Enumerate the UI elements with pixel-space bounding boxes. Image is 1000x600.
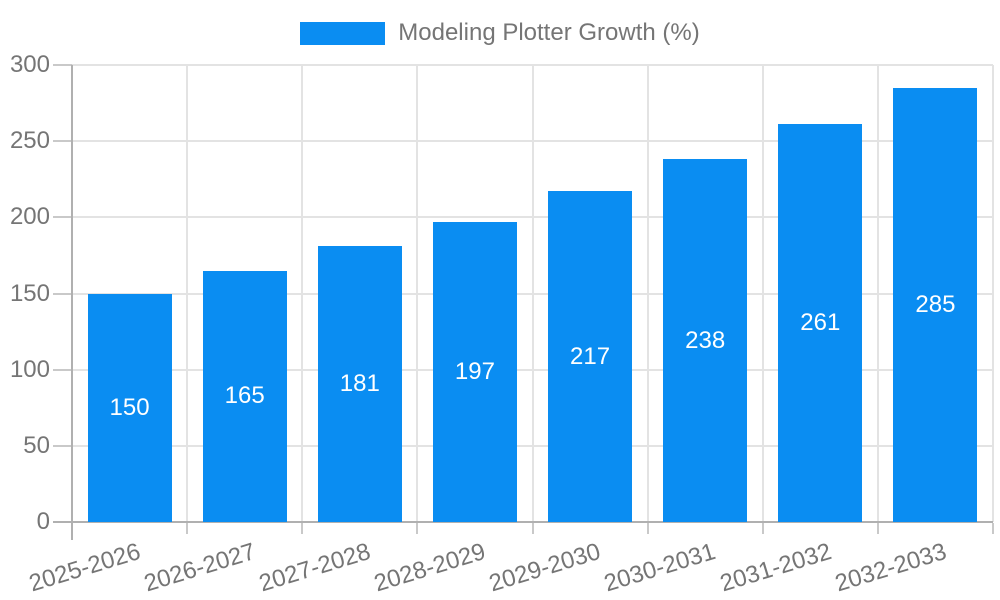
bar-value-label: 285: [915, 290, 956, 318]
y-axis-tick-label: 300: [9, 51, 50, 78]
x-axis-tick-label: 2032-2033: [831, 538, 950, 598]
y-axis-tick: [53, 140, 72, 143]
x-axis-tick: [992, 523, 994, 534]
bar-value-label: 261: [800, 309, 841, 337]
bar-value-label: 238: [685, 326, 726, 354]
v-gridline: [531, 65, 534, 522]
x-axis-tick: [186, 523, 189, 534]
y-axis-line: [71, 65, 73, 540]
bar-value-label: 181: [339, 370, 380, 398]
y-axis-tick-label: 200: [9, 203, 50, 231]
bar-value-label: 197: [454, 357, 495, 385]
y-axis-tick-label: 150: [9, 279, 50, 307]
v-gridline: [301, 65, 304, 522]
bar[interactable]: 261: [778, 124, 863, 522]
v-gridline: [646, 65, 649, 522]
bar-value-label: 217: [570, 342, 611, 370]
bar[interactable]: 165: [202, 270, 287, 522]
v-gridline: [186, 65, 189, 522]
bar[interactable]: 217: [548, 191, 633, 522]
y-axis-tick: [53, 444, 72, 447]
y-axis-tick: [53, 368, 72, 371]
v-gridline: [876, 65, 879, 522]
y-axis-tick: [53, 216, 72, 219]
bar[interactable]: 150: [87, 293, 172, 522]
v-gridline: [416, 65, 419, 522]
bar-value-label: 150: [109, 393, 150, 421]
v-gridline: [992, 65, 994, 522]
y-axis-tick-label: 100: [9, 355, 50, 383]
bar[interactable]: 197: [432, 221, 517, 522]
bar[interactable]: 181: [317, 246, 402, 522]
y-axis-tick: [53, 292, 72, 295]
x-axis-tick: [416, 523, 419, 534]
y-axis-tick: [53, 64, 72, 66]
v-gridline: [761, 65, 764, 522]
y-axis-tick-label: 250: [9, 127, 50, 155]
y-axis-tick-label: 50: [23, 431, 50, 459]
legend-swatch: [300, 21, 386, 45]
x-axis-tick: [646, 523, 649, 534]
x-axis-line: [53, 521, 993, 523]
x-axis-tick: [531, 523, 534, 534]
bar[interactable]: 285: [893, 87, 978, 522]
legend[interactable]: Modeling Plotter Growth (%): [0, 18, 1000, 48]
x-axis-tick: [876, 523, 879, 534]
bar-value-label: 165: [224, 382, 265, 410]
x-axis-label-anchor: 2032-2033: [621, 538, 950, 597]
bar[interactable]: 238: [663, 159, 748, 522]
legend-label: Modeling Plotter Growth (%): [398, 19, 700, 46]
y-axis-tick-label: 0: [36, 508, 50, 535]
x-axis-tick: [301, 523, 304, 534]
x-axis-tick: [761, 523, 764, 534]
